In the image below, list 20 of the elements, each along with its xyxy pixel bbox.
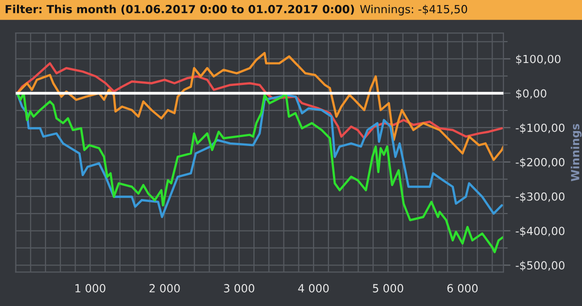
x-tick-label: 1 000 (75, 284, 106, 292)
y-tick-label: $100,00 (516, 54, 560, 65)
x-tick-label: 5 000 (372, 284, 404, 292)
chart-subtitle: Winnings: -$415,50 (360, 4, 468, 16)
y-tick-label: $0,00 (516, 89, 546, 100)
y-tick-label: -$400,00 (516, 226, 564, 237)
x-tick-label: 6 000 (447, 284, 478, 292)
y-tick-label: -$300,00 (516, 192, 564, 202)
line-series (16, 92, 503, 218)
line-series (16, 92, 504, 254)
y-axis-title: Winnings (570, 124, 582, 182)
line-series (16, 52, 504, 162)
x-tick-label: 2 000 (150, 284, 180, 292)
chart-title: Filter: This month (01.06.2017 0:00 to 01.07.2017 0:00) (6, 4, 354, 15)
y-tick-label: -$100,00 (516, 123, 564, 134)
y-tick-label: -$200,00 (516, 158, 564, 168)
x-tick-label: 3 000 (224, 284, 254, 292)
y-tick-label: -$500,00 (516, 260, 564, 272)
x-tick-label: 4 000 (298, 284, 329, 292)
line-series (16, 62, 503, 140)
